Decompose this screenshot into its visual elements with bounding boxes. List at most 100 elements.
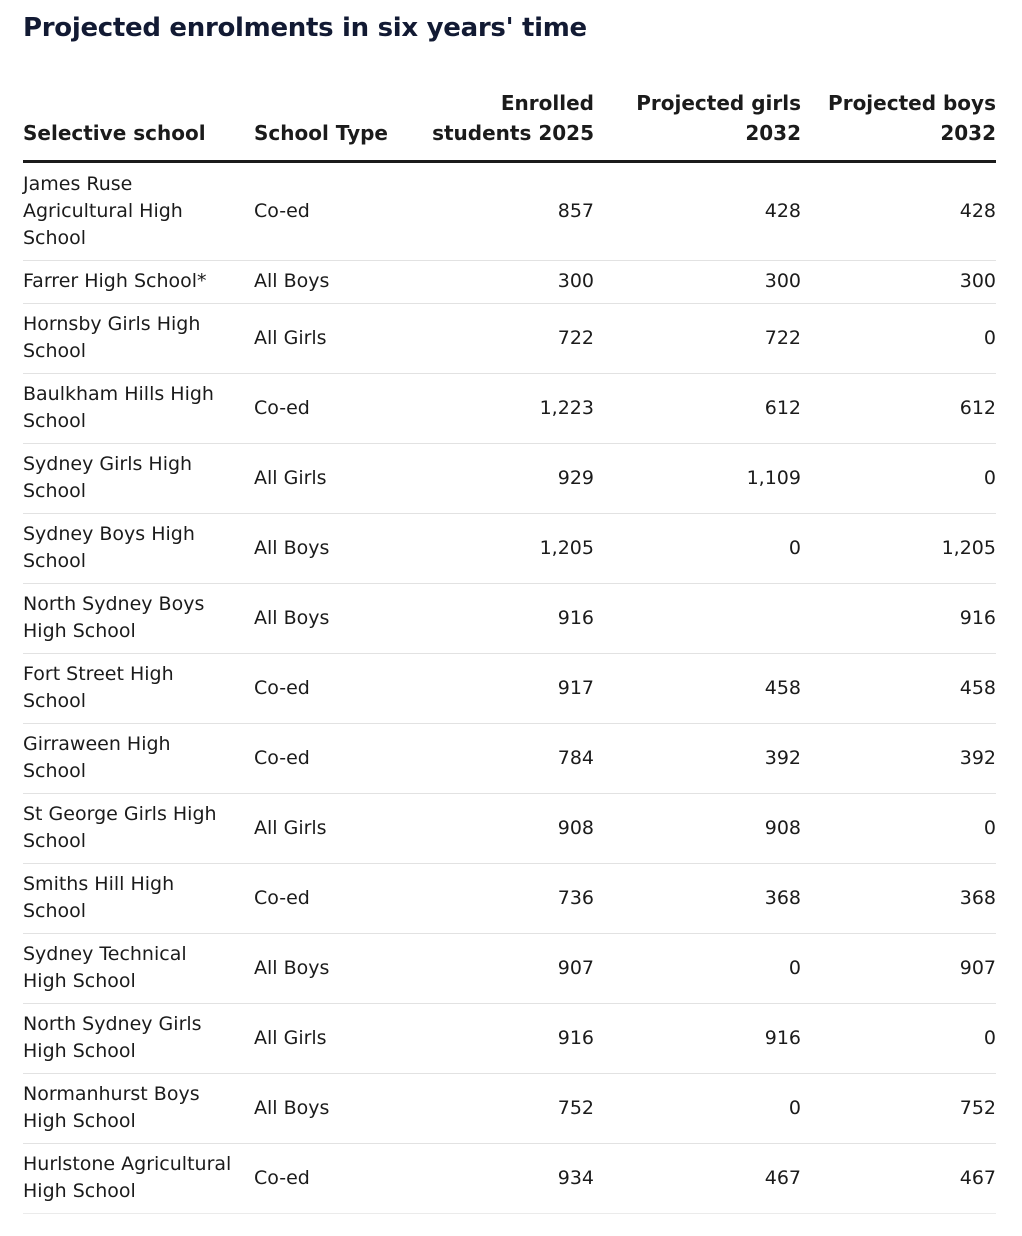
cell-enrolled-2025: 1,205 <box>404 513 594 584</box>
cell-school: Sydney Technical High School <box>23 933 254 1004</box>
table-header: Selective school School Type Enrolled st… <box>23 88 996 163</box>
cell-school-type: Co-ed <box>254 863 404 934</box>
cell-enrolled-2025: 1,223 <box>404 373 594 444</box>
cell-school-type: All Girls <box>254 303 404 374</box>
cell-projected-boys: 612 <box>801 373 996 444</box>
cell-enrolled-2025: 857 <box>404 161 594 261</box>
cell-projected-girls: 722 <box>594 303 801 374</box>
cell-projected-girls: 392 <box>594 723 801 794</box>
cell-enrolled-2025: 934 <box>404 1143 594 1214</box>
cell-school: St George Girls High School <box>23 793 254 864</box>
cell-projected-girls: 368 <box>594 863 801 934</box>
column-header-projected-boys: Projected boys 2032 <box>801 88 996 163</box>
cell-enrolled-2025: 752 <box>404 1073 594 1144</box>
table-row: Girraween High School Co-ed 784 392 392 <box>23 723 996 794</box>
cell-enrolled-2025: 300 <box>404 260 594 304</box>
table-row: Normanhurst Boys High School All Boys 752 0… <box>23 1073 996 1144</box>
column-header-projected-girls: Projected girls 2032 <box>594 88 801 163</box>
table-row: Fort Street High School Co-ed 917 458 458 <box>23 653 996 724</box>
cell-enrolled-2025: 736 <box>404 863 594 934</box>
table-row: Farrer High School* All Boys 300 300 300 <box>23 260 996 304</box>
cell-school-type: All Girls <box>254 793 404 864</box>
cell-enrolled-2025: 908 <box>404 793 594 864</box>
cell-enrolled-2025: 784 <box>404 723 594 794</box>
cell-projected-boys: 916 <box>801 583 996 654</box>
cell-enrolled-2025: 929 <box>404 443 594 514</box>
enrolment-table: Selective school School Type Enrolled st… <box>23 88 996 1214</box>
cell-projected-girls: 428 <box>594 161 801 261</box>
table-row: Baulkham Hills High School Co-ed 1,223 612 6… <box>23 373 996 444</box>
cell-school: James Ruse Agricultural High School <box>23 161 254 261</box>
column-header-type: School Type <box>254 88 404 163</box>
table-row: Smiths Hill High School Co-ed 736 368 368 <box>23 863 996 934</box>
cell-enrolled-2025: 916 <box>404 583 594 654</box>
cell-projected-girls: 916 <box>594 1003 801 1074</box>
cell-projected-boys: 458 <box>801 653 996 724</box>
cell-enrolled-2025: 917 <box>404 653 594 724</box>
cell-projected-boys: 1,205 <box>801 513 996 584</box>
cell-school-type: Co-ed <box>254 1143 404 1214</box>
cell-school-type: Co-ed <box>254 723 404 794</box>
table-row: Sydney Girls High School All Girls 929 1,10… <box>23 443 996 514</box>
cell-projected-boys: 467 <box>801 1143 996 1214</box>
cell-school-type: Co-ed <box>254 161 404 261</box>
cell-projected-girls: 0 <box>594 513 801 584</box>
cell-school: Farrer High School* <box>23 260 254 304</box>
cell-enrolled-2025: 907 <box>404 933 594 1004</box>
cell-school-type: All Girls <box>254 443 404 514</box>
cell-enrolled-2025: 916 <box>404 1003 594 1074</box>
cell-school-type: All Boys <box>254 583 404 654</box>
cell-projected-boys: 907 <box>801 933 996 1004</box>
cell-school: Girraween High School <box>23 723 254 794</box>
page-title: Projected enrolments in six years' time <box>23 13 587 43</box>
table-row: Hurlstone Agricultural High School Co-ed 9… <box>23 1143 996 1214</box>
cell-school: Fort Street High School <box>23 653 254 724</box>
cell-school-type: All Boys <box>254 1073 404 1144</box>
header-row: Selective school School Type Enrolled st… <box>23 88 996 163</box>
table-row: North Sydney Boys High School All Boys 916… <box>23 583 996 654</box>
cell-projected-boys: 368 <box>801 863 996 934</box>
cell-school: Sydney Boys High School <box>23 513 254 584</box>
cell-projected-girls: 1,109 <box>594 443 801 514</box>
table-body: James Ruse Agricultural High School Co-ed… <box>23 161 996 1214</box>
cell-projected-boys: 300 <box>801 260 996 304</box>
cell-school: North Sydney Girls High School <box>23 1003 254 1074</box>
cell-school-type: All Boys <box>254 933 404 1004</box>
cell-school: North Sydney Boys High School <box>23 583 254 654</box>
cell-projected-boys: 752 <box>801 1073 996 1144</box>
table-row: St George Girls High School All Girls 908 9… <box>23 793 996 864</box>
cell-projected-girls: 0 <box>594 1073 801 1144</box>
cell-school: Smiths Hill High School <box>23 863 254 934</box>
table-row: Sydney Boys High School All Boys 1,205 0 1,2… <box>23 513 996 584</box>
cell-school-type: Co-ed <box>254 373 404 444</box>
column-header-school: Selective school <box>23 88 254 163</box>
cell-enrolled-2025: 722 <box>404 303 594 374</box>
cell-school: Hurlstone Agricultural High School <box>23 1143 254 1214</box>
table-row: North Sydney Girls High School All Girls 9… <box>23 1003 996 1074</box>
cell-projected-boys: 428 <box>801 161 996 261</box>
cell-projected-girls: 612 <box>594 373 801 444</box>
cell-projected-girls: 0 <box>594 933 801 1004</box>
cell-school: Hornsby Girls High School <box>23 303 254 374</box>
cell-projected-boys: 0 <box>801 1003 996 1074</box>
cell-school-type: All Boys <box>254 513 404 584</box>
cell-projected-boys: 0 <box>801 793 996 864</box>
table-row: Sydney Technical High School All Boys 907 0… <box>23 933 996 1004</box>
table-row: Hornsby Girls High School All Girls 722 722… <box>23 303 996 374</box>
cell-school-type: All Girls <box>254 1003 404 1074</box>
cell-projected-girls: 300 <box>594 260 801 304</box>
cell-projected-girls: 458 <box>594 653 801 724</box>
cell-projected-boys: 0 <box>801 443 996 514</box>
cell-school-type: Co-ed <box>254 653 404 724</box>
cell-projected-girls: 467 <box>594 1143 801 1214</box>
cell-school-type: All Boys <box>254 260 404 304</box>
cell-projected-boys: 392 <box>801 723 996 794</box>
table-row: James Ruse Agricultural High School Co-ed… <box>23 161 996 261</box>
cell-projected-girls <box>594 583 801 654</box>
column-header-enrolled-2025: Enrolled students 2025 <box>404 88 594 163</box>
cell-projected-girls: 908 <box>594 793 801 864</box>
cell-projected-boys: 0 <box>801 303 996 374</box>
cell-school: Sydney Girls High School <box>23 443 254 514</box>
cell-school: Normanhurst Boys High School <box>23 1073 254 1144</box>
cell-school: Baulkham Hills High School <box>23 373 254 444</box>
